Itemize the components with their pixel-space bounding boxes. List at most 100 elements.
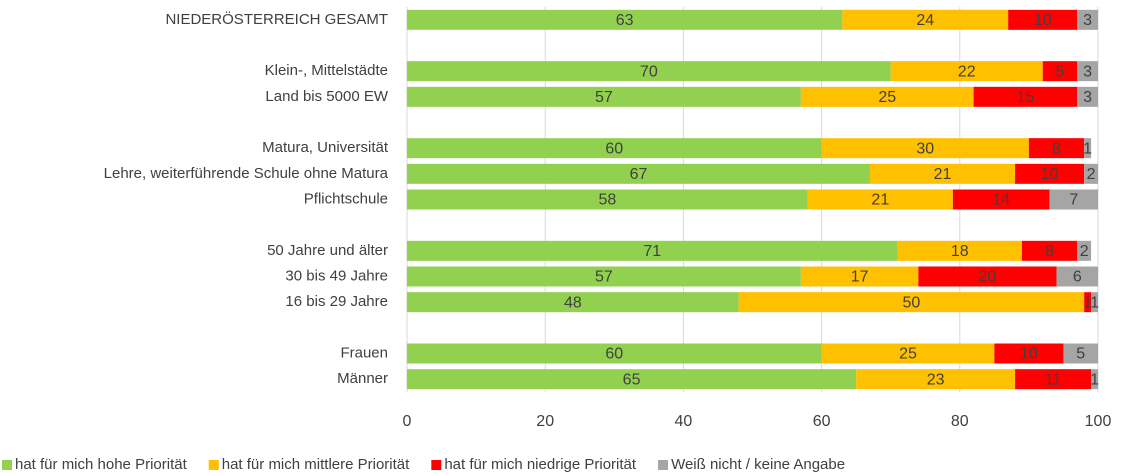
bar-segment	[1021, 240, 1078, 261]
bar-segment	[807, 189, 953, 210]
data-label: 57	[595, 89, 613, 106]
data-label: 50	[903, 294, 921, 311]
x-tick-label: 40	[675, 413, 693, 430]
bar-segment	[1056, 266, 1098, 287]
data-label: 2	[1087, 166, 1096, 183]
category-label: 30 bis 49 Jahre	[285, 267, 388, 284]
legend-swatch	[431, 460, 442, 470]
bar-segment	[407, 163, 870, 184]
data-label: 17	[851, 269, 869, 286]
bar-segment	[800, 266, 919, 287]
data-label: 30	[916, 140, 934, 157]
data-label: 5	[1076, 346, 1085, 363]
category-label: Klein-, Mittelstädte	[265, 62, 388, 79]
bar-segment	[1084, 292, 1092, 313]
data-label: 14	[992, 192, 1010, 209]
bar-segment	[1077, 86, 1098, 107]
bar-segment	[869, 163, 1016, 184]
data-label: 22	[958, 63, 976, 80]
data-label: 3	[1083, 89, 1092, 106]
data-label: 60	[605, 140, 623, 157]
data-label: 63	[616, 12, 634, 29]
data-label: 65	[623, 371, 641, 388]
category-label: Matura, Universität	[262, 139, 389, 156]
bar-segment	[1015, 163, 1085, 184]
data-label: 57	[595, 269, 613, 286]
bar-segment	[1015, 369, 1092, 390]
data-label: 6	[1073, 269, 1082, 286]
data-label: 2	[1080, 243, 1089, 260]
bar-segment	[1008, 9, 1078, 30]
legend-label: Weiß nicht / keine Angabe	[671, 456, 845, 473]
category-label: 50 Jahre und älter	[267, 242, 388, 259]
data-label: 71	[643, 243, 661, 260]
category-label: Lehre, weiterführende Schule ohne Matura	[104, 165, 389, 182]
x-tick-label: 60	[813, 413, 831, 430]
data-label: 70	[640, 63, 658, 80]
bar-segment	[821, 343, 995, 364]
data-label: 10	[1020, 346, 1038, 363]
data-label: 21	[934, 166, 952, 183]
x-tick-label: 0	[403, 413, 412, 430]
bar-segment	[407, 292, 739, 313]
bar-segment	[407, 61, 891, 82]
data-label: 25	[878, 89, 896, 106]
data-label: 58	[598, 192, 616, 209]
bar-segment	[1084, 138, 1092, 159]
bar-segment	[1077, 61, 1098, 82]
bar-segment	[897, 240, 1022, 261]
data-label: 48	[564, 294, 582, 311]
bar-segment	[1063, 343, 1098, 364]
data-label: 24	[916, 12, 934, 29]
data-label: 10	[1041, 166, 1059, 183]
category-label: NIEDERÖSTERREICH GESAMT	[165, 10, 388, 28]
bar-segment	[407, 189, 808, 210]
x-tick-label: 20	[536, 413, 554, 430]
legend-swatch	[2, 460, 12, 470]
legend-label: hat für mich niedrige Priorität	[444, 456, 637, 473]
data-label: 1	[1083, 140, 1092, 157]
data-label: 11	[1045, 371, 1062, 388]
bar-segment	[856, 369, 1016, 390]
category-label: 16 bis 29 Jahre	[285, 293, 388, 310]
legend-label: hat für mich hohe Priorität	[15, 456, 188, 473]
category-label: Männer	[337, 370, 388, 387]
bar-segment	[1077, 240, 1092, 261]
bar-segment	[890, 61, 1043, 82]
bar-segment	[407, 86, 801, 107]
bar-segment	[1042, 61, 1078, 82]
data-label: 10	[1034, 12, 1052, 29]
bar-segment	[952, 189, 1050, 210]
bar-segment	[1049, 189, 1098, 210]
category-label: Pflichtschule	[304, 190, 388, 207]
x-tick-label: 80	[951, 413, 969, 430]
bar-segment	[1028, 138, 1085, 159]
data-label: 8	[1045, 243, 1054, 260]
data-label: 15	[1017, 89, 1035, 106]
bar-segment	[738, 292, 1085, 313]
data-label: 8	[1052, 140, 1061, 157]
bar-segment	[407, 9, 843, 30]
legend-swatch	[658, 460, 669, 470]
data-label: 3	[1083, 63, 1092, 80]
data-label: 18	[951, 243, 969, 260]
bar-segment	[800, 86, 974, 107]
bar-segment	[821, 138, 1029, 159]
bar-segment	[842, 9, 1009, 30]
x-tick-label: 100	[1085, 413, 1112, 430]
category-label: Frauen	[340, 344, 388, 361]
bar-segment	[1084, 163, 1098, 184]
data-label: 67	[630, 166, 648, 183]
bar-segment	[1091, 292, 1098, 313]
data-label: 20	[979, 269, 997, 286]
bar-segment	[973, 86, 1078, 107]
data-label: 25	[899, 346, 917, 363]
data-label: 3	[1083, 12, 1092, 29]
bar-segment	[407, 266, 801, 287]
bar-segment	[994, 343, 1064, 364]
data-label: 60	[605, 346, 623, 363]
bar-segment	[1091, 369, 1098, 390]
category-label: Land bis 5000 EW	[265, 88, 388, 105]
data-label: 1	[1090, 294, 1099, 311]
